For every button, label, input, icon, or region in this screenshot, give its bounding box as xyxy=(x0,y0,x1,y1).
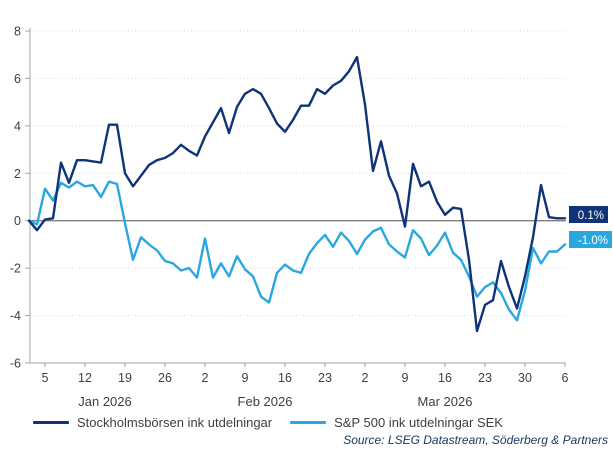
legend-label-stockholm: Stockholmsbörsen ink utdelningar xyxy=(77,415,273,430)
x-tick-label: 9 xyxy=(402,371,409,385)
legend-swatch-sp500 xyxy=(290,421,327,424)
x-tick-label: 9 xyxy=(242,371,249,385)
legend-label-sp500: S&P 500 ink utdelningar SEK xyxy=(334,415,503,430)
y-tick-label: 6 xyxy=(14,72,21,86)
month-label: Jan 2026 xyxy=(78,394,132,409)
month-label: Mar 2026 xyxy=(418,394,473,409)
x-tick-label: 2 xyxy=(362,371,369,385)
x-tick-label: 23 xyxy=(478,371,492,385)
series-line-sp500 xyxy=(27,180,567,322)
x-tick-label: 19 xyxy=(118,371,132,385)
end-label-stockholm-box xyxy=(569,206,608,223)
x-tick-label: 6 xyxy=(562,371,569,385)
month-label: Feb 2026 xyxy=(238,394,293,409)
legend-swatch-stockholm xyxy=(33,421,69,424)
x-tick-label: 5 xyxy=(42,371,49,385)
y-tick-label: -4 xyxy=(10,309,21,323)
x-tick-label: 26 xyxy=(158,371,172,385)
y-tick-label: 0 xyxy=(14,214,21,228)
y-tick-label: 4 xyxy=(14,119,21,133)
y-tick-label: 2 xyxy=(14,167,21,181)
series-line-stockholm xyxy=(27,55,567,333)
end-label-stockholm: 0.1% xyxy=(569,206,608,223)
end-label-sp500-box xyxy=(569,231,612,248)
y-tick-label: -2 xyxy=(10,262,21,276)
source-note: Source: LSEG Datastream, Söderberg & Par… xyxy=(343,433,608,447)
end-label-sp500-text: -1.0% xyxy=(578,235,608,247)
x-tick-label: 16 xyxy=(438,371,452,385)
x-tick-label: 23 xyxy=(318,371,332,385)
y-tick-label: -6 xyxy=(10,357,21,371)
end-label-sp500: -1.0% xyxy=(569,231,612,248)
x-tick-label: 30 xyxy=(518,371,532,385)
end-label-stockholm-text: 0.1% xyxy=(578,210,604,222)
x-tick-label: 12 xyxy=(78,371,92,385)
x-tick-label: 2 xyxy=(202,371,209,385)
legend-item-sp500: S&P 500 ink utdelningar SEK xyxy=(290,415,503,430)
y-tick-label: 8 xyxy=(14,25,21,39)
x-tick-label: 16 xyxy=(278,371,292,385)
legend-item-stockholm: Stockholmsbörsen ink utdelningar xyxy=(33,415,272,430)
legend: Stockholmsbörsen ink utdelningar S&P 500… xyxy=(33,415,503,430)
line-chart: 8 6 4 2 0 -2 -4 -6 5 12 19 26 2 9 16 23 2 9 16 23 30 6 Jan 202… xyxy=(10,25,612,409)
